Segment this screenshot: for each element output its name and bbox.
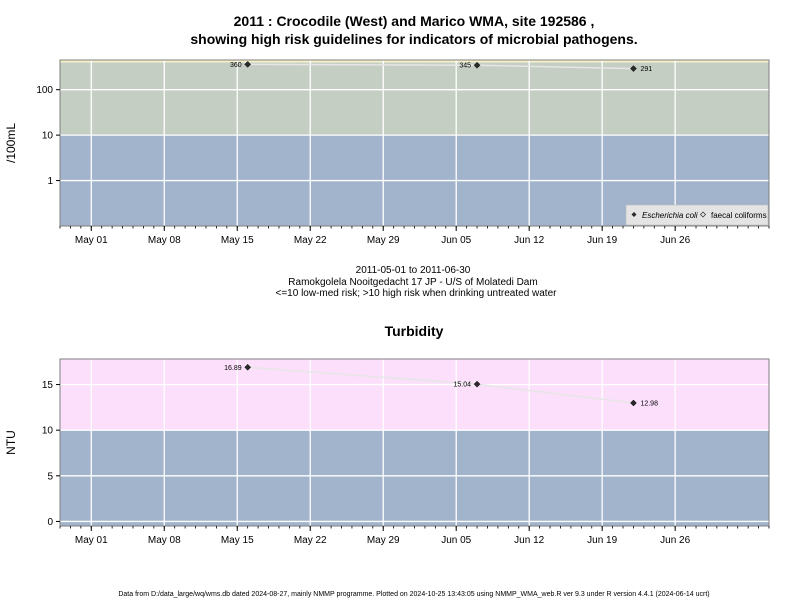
y-tick-label: 100 (36, 85, 53, 96)
legend-entry: Escherichia coli (642, 211, 698, 220)
data-point (630, 399, 637, 407)
x-tick-label: Jun 12 (514, 235, 544, 246)
data-point (473, 61, 481, 69)
data-point (630, 65, 637, 72)
chart-title-line1: 2011 : Crocodile (West) and Marico WMA, … (234, 13, 595, 29)
risk-band (60, 430, 769, 526)
x-tick-label: May 01 (75, 535, 108, 546)
turbidity-panel: 0 5 10 15 May 01 May 08 May 15 May 22 May 29 Jun … (4, 358, 770, 546)
x-tick-label: Jun 26 (660, 235, 690, 246)
date-range-label: 2011-05-01 to 2011-06-30 (356, 265, 471, 276)
x-tick-label: May 15 (221, 535, 254, 546)
data-point (473, 380, 481, 388)
data-point (244, 363, 252, 371)
y-tick-label: 0 (47, 517, 53, 528)
legend-entry: faecal coliforms (711, 211, 767, 220)
x-tick-label: May 29 (367, 235, 400, 246)
x-tick-label: May 08 (148, 235, 181, 246)
data-label: 360 (230, 62, 242, 69)
x-tick-label: May 08 (148, 535, 181, 546)
chart-title-line2: showing high risk guidelines for indicat… (190, 31, 637, 47)
x-tick-label: Jun 05 (441, 235, 471, 246)
x-tick-label: May 22 (294, 235, 327, 246)
risk-band (60, 359, 769, 431)
site-name-label: Ramokgolela Nooitgedacht 17 JP - U/S of … (288, 277, 537, 288)
x-tick-label: May 22 (294, 535, 327, 546)
x-tick-label: May 01 (75, 235, 108, 246)
x-tick-label: Jun 19 (587, 535, 617, 546)
x-tick-label: Jun 12 (514, 535, 544, 546)
y-tick-label: 10 (42, 426, 54, 437)
footer-note: Data from D:/data_large/wq/wms.db dated … (118, 591, 709, 598)
data-label: 15.04 (454, 382, 472, 389)
legend-marker-filled (631, 212, 637, 217)
risk-band (60, 60, 769, 63)
risk-band (60, 62, 769, 136)
y-tick-label: 5 (47, 471, 53, 482)
x-tick-label: Jun 05 (441, 535, 471, 546)
y-tick-label: 1 (47, 176, 53, 187)
x-tick-label: Jun 19 (587, 235, 617, 246)
x-tick-label: Jun 26 (660, 535, 690, 546)
y-axis-label: NTU (4, 430, 18, 455)
data-point (244, 61, 252, 68)
y-tick-label: 15 (42, 380, 54, 391)
data-label: 16.89 (224, 365, 242, 372)
turbidity-title: Turbidity (385, 323, 444, 339)
data-label: 291 (640, 66, 652, 73)
data-label: 12.98 (640, 400, 658, 407)
data-label: 345 (459, 63, 471, 70)
legend-box (625, 204, 769, 226)
y-tick-label: 10 (42, 131, 54, 142)
risk-guideline-label: <=10 low-med risk; >10 high risk when dr… (276, 288, 558, 299)
ecoli-panel: 1 10 100 May 01 May 08 May 15 May 22 May 29 Jun … (4, 59, 770, 246)
legend-marker-open (700, 211, 706, 218)
x-tick-label: May 29 (367, 535, 400, 546)
y-axis-label: /100mL (4, 123, 18, 163)
x-tick-label: May 15 (221, 235, 254, 246)
